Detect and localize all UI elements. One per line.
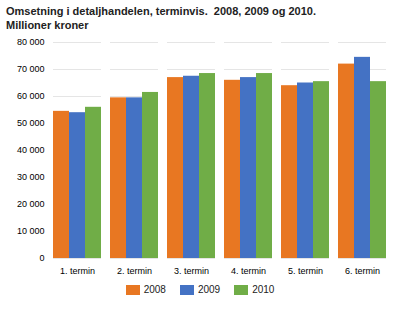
svg-text:2. termin: 2. termin [117,266,152,276]
html-text:2010: 2010 [252,284,275,295]
svg-text:50 000: 50 000 [17,118,45,128]
svg-text:40 000: 40 000 [17,145,45,155]
html-text:Millioner kroner: Millioner kroner [6,19,89,31]
svg-text:10 000: 10 000 [17,226,45,236]
svg-text:0: 0 [39,253,44,263]
svg-text:6. termin: 6. termin [345,266,380,276]
svg-text:80 000: 80 000 [17,37,45,47]
svg-text:5. termin: 5. termin [288,266,323,276]
svg-text:30 000: 30 000 [17,172,45,182]
html-text:Omsetning i detaljhandelen, te: Omsetning i detaljhandelen, terminvis. 2… [6,5,316,17]
svg-text:60 000: 60 000 [17,91,45,101]
svg-text:4. termin: 4. termin [231,266,266,276]
svg-text:3. termin: 3. termin [174,266,209,276]
svg-text:20 000: 20 000 [17,199,45,209]
html-text:2008: 2008 [143,284,166,295]
svg-text:1. termin: 1. termin [60,266,95,276]
html-text:2009: 2009 [197,284,221,295]
svg-text:70 000: 70 000 [17,64,45,74]
